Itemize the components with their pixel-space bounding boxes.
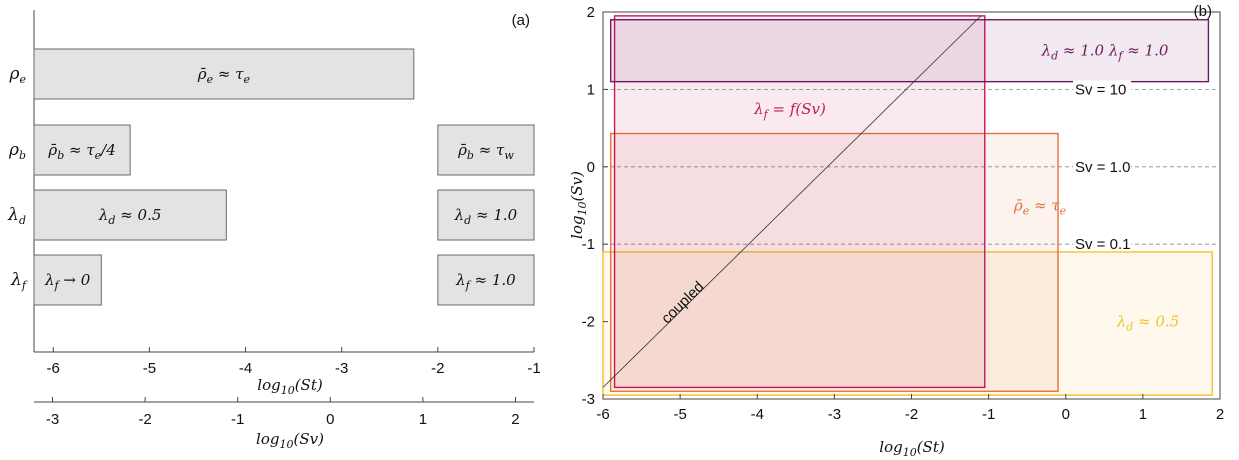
panel-a: (a) log10(St) log10(Sv) ρe​ ρ̄e​ ≈ τe​ ρb​… [7,10,541,451]
panel-b-label: (b) [1194,3,1212,20]
reference-label-bg [1073,157,1131,174]
x-tick-label: -6 [47,360,60,377]
x2-tick-label: -2 [138,411,151,428]
panel-b-ylabel: log10(Sv) [568,171,589,239]
x-tick-label: 1 [1139,406,1147,423]
panel-a-xlabel: log10(St) [257,376,323,397]
row-label: λd​ [7,205,26,227]
y-tick-label: -1 [582,236,595,253]
bar-label: λd​ ≈ 0.5 [98,206,162,227]
reference-label: Sv = 10 [1075,81,1126,98]
region-label: λd​ ≈ 1.0 λf​ ≈ 1.0 [1041,42,1169,63]
bar-label: λf​ → 0 [44,271,91,292]
x-tick-label: -3 [828,406,841,423]
region-label: ρ̄e​ ≈ τe​ [1013,197,1067,218]
row-label: ρe​ [8,64,26,86]
bar-label: ρ̄b​ ≈ τe​/4 [47,141,115,162]
x-tick-label: -1 [527,360,540,377]
y-tick-label: 2 [587,4,595,21]
bar-label: ρ̄e​ ≈ τe​ [197,65,251,86]
x-tick-label: 0 [1062,406,1070,423]
y-tick-label: 0 [587,159,595,176]
bar [437,189,535,241]
x2-tick-label: -1 [231,411,244,428]
x2-tick-label: 2 [511,411,519,428]
panel-b-xlabel: log10(St) [879,438,945,459]
y-tick-label: -2 [582,314,595,331]
bar [33,189,227,241]
x-tick-label: -5 [673,406,686,423]
y-tick-label: -3 [582,391,595,408]
x2-tick-label: 1 [419,411,427,428]
bar-label: λd​ ≈ 1.0 [454,206,518,227]
bar-label: ρ̄b​ ≈ τw​ [457,141,514,162]
region [610,19,1210,83]
region [613,15,986,389]
x-tick-label: -4 [239,360,252,377]
bar [33,48,415,100]
row-label: λf​ [10,270,28,292]
reference-label: Sv = 1.0 [1075,159,1130,176]
region [610,132,1059,392]
bar [33,124,131,176]
x-tick-label: -2 [431,360,444,377]
region-label: λd​ ≈ 0.5 [1116,313,1180,334]
bar [437,254,535,306]
coupled-line [602,15,982,388]
reference-label-bg [1073,235,1131,252]
x-tick-label: -3 [335,360,348,377]
reference-label-bg [1073,80,1131,97]
x-tick-label: 2 [1216,406,1224,423]
x-tick-label: -6 [596,406,609,423]
x-tick-label: -1 [982,406,995,423]
x2-tick-label: 0 [326,411,334,428]
panel-a-x2label: log10(Sv) [256,430,324,451]
x-tick-label: -5 [143,360,156,377]
reference-label: Sv = 0.1 [1075,236,1130,253]
bar-label: λf​ ≈ 1.0 [455,271,516,292]
region-label: λf​ = f(Sv) [753,100,826,121]
x-tick-label: -2 [905,406,918,423]
bar [437,124,535,176]
x2-tick-label: -3 [46,411,59,428]
x-tick-label: -4 [751,406,764,423]
bar [33,254,102,306]
panel-a-label: (a) [512,12,530,29]
region [602,251,1213,396]
row-label: ρb​ [8,140,26,162]
y-tick-label: 1 [587,81,595,98]
